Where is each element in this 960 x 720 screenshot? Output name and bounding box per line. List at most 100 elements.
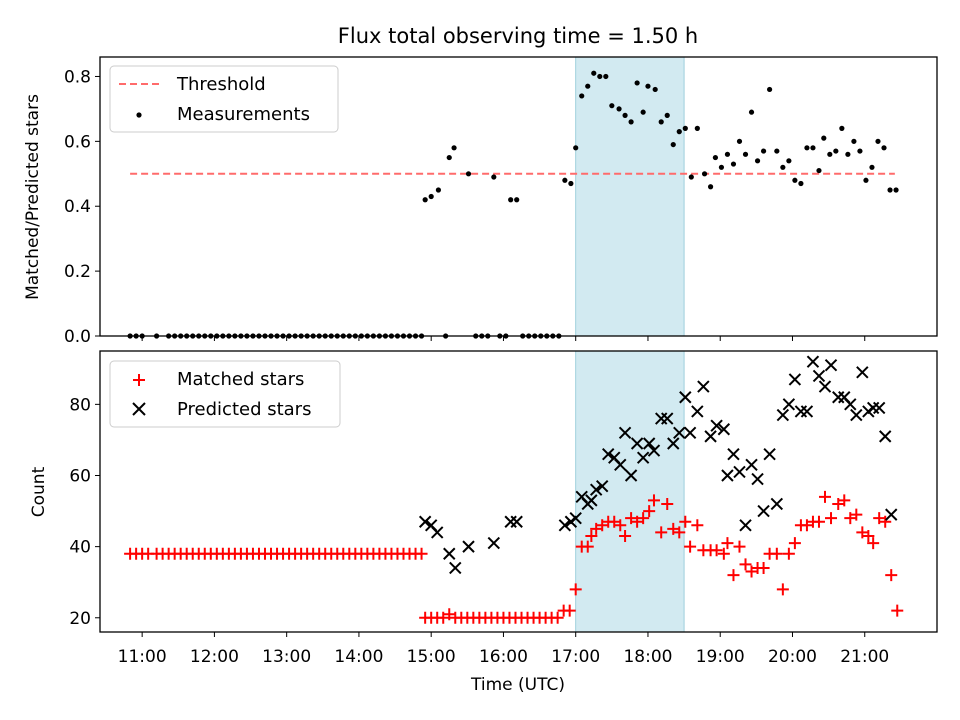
measurement-point <box>634 80 640 86</box>
measurement-point <box>573 145 579 151</box>
measurement-point <box>833 148 839 154</box>
matched-stars-point <box>585 529 598 542</box>
predicted-stars-point <box>647 444 661 457</box>
predicted-stars-point <box>739 519 752 532</box>
measurement-point <box>774 148 780 154</box>
measurement-point <box>676 129 682 135</box>
ratio-panel: 0.00.20.40.60.8 Matched/Predicted stars … <box>23 56 938 347</box>
matched-stars-point <box>619 529 632 542</box>
predicted-stars-point <box>585 494 598 507</box>
y-tick-label: 20 <box>69 609 91 629</box>
matched-stars-point <box>879 515 892 528</box>
matched-stars-point <box>832 497 845 510</box>
x-tick-label: 14:00 <box>334 647 383 667</box>
matched-stars-point <box>437 611 450 624</box>
predicted-stars-point <box>800 405 814 418</box>
measurement-point <box>579 93 585 99</box>
matched-stars-point <box>443 608 456 621</box>
predicted-stars-point <box>710 419 723 432</box>
measurement-point <box>875 138 881 144</box>
matched-stars-point <box>818 490 831 503</box>
measurement-point <box>845 151 851 157</box>
measurement-point <box>760 148 767 154</box>
y-tick-label: 0.4 <box>64 197 91 217</box>
matched-stars-point <box>812 515 825 528</box>
measurement-point <box>688 174 694 180</box>
matched-stars-point <box>608 515 621 528</box>
count-plot-area <box>124 355 904 624</box>
measurement-point <box>591 70 597 76</box>
predicted-stars-point <box>431 526 444 539</box>
y-tick-label: 0.2 <box>64 262 91 282</box>
matched-stars-point <box>643 505 656 518</box>
predicted-stars-point <box>510 515 523 528</box>
matched-stars-point <box>770 547 783 560</box>
measurement-point <box>707 184 714 190</box>
matched-stars-point <box>551 611 564 624</box>
matched-stars-point <box>776 583 789 596</box>
predicted-stars-point <box>595 479 609 493</box>
matched-stars-point <box>637 512 650 525</box>
measurement-point <box>712 154 719 161</box>
ratio-axes-frame <box>99 56 938 337</box>
measurement-point <box>514 197 520 203</box>
legend-threshold-label: Threshold <box>176 74 266 95</box>
predicted-stars-point <box>812 369 826 383</box>
matched-stars-point <box>679 515 692 528</box>
measurement-point <box>851 138 857 144</box>
predicted-stars-point <box>806 355 820 368</box>
measurement-point <box>881 145 887 151</box>
matched-stars-point <box>569 583 582 596</box>
predicted-stars-point <box>885 508 898 521</box>
predicted-stars-point <box>661 412 674 425</box>
predicted-stars-point <box>717 423 731 436</box>
predicted-stars-point <box>727 447 740 461</box>
measurement-point <box>730 161 737 167</box>
predicted-stars-point <box>487 536 501 550</box>
ratio-legend: Threshold Measurements <box>109 65 339 133</box>
measurement-point <box>754 158 761 164</box>
count-legend-box <box>109 360 341 428</box>
matched-stars-point <box>581 540 594 553</box>
measurement-point <box>652 86 658 93</box>
predicted-stars-point <box>504 515 517 528</box>
matched-stars-point <box>856 526 869 539</box>
predicted-stars-point <box>667 437 680 450</box>
x-tick-label: 11:00 <box>118 647 167 667</box>
matched-stars-point <box>661 497 674 510</box>
measurement-point <box>616 106 622 112</box>
matched-stars-point <box>782 547 795 560</box>
ratio-plot-area <box>127 70 899 339</box>
measurement-point <box>585 83 591 89</box>
x-tick-label: 20:00 <box>768 647 817 667</box>
predicted-stars-point <box>679 391 692 404</box>
measurement-point <box>628 119 634 125</box>
measurement-point <box>701 171 708 177</box>
measurement-point <box>670 141 676 148</box>
count-legend: Matched stars Predicted stars <box>109 360 341 428</box>
x-axis-label: Time (UTC) <box>470 675 565 695</box>
x-tick-label: 12:00 <box>190 647 239 667</box>
predicted-stars-point <box>558 519 572 532</box>
matched-stars-point <box>721 537 734 550</box>
x-tick-label: 15:00 <box>407 647 456 667</box>
y-tick-label: 60 <box>69 466 91 486</box>
matched-stars-point <box>647 494 660 507</box>
measurement-point <box>682 125 688 131</box>
x-tick-label: 13:00 <box>262 647 311 667</box>
measurement-point <box>893 187 899 193</box>
measurement-point <box>422 197 428 203</box>
measurement-point <box>451 145 457 151</box>
predicted-stars-point <box>624 469 638 482</box>
measurement-point <box>827 151 833 157</box>
measurement-point <box>742 151 749 157</box>
matched-stars-point <box>885 569 898 582</box>
predicted-stars-point <box>589 483 603 496</box>
measurement-point <box>839 125 845 131</box>
matched-stars-point <box>590 522 603 535</box>
matched-stars-point <box>891 604 904 617</box>
predicted-stars-point <box>733 465 746 479</box>
matched-stars-point <box>631 515 644 528</box>
y-tick-label: 0.8 <box>64 67 91 87</box>
